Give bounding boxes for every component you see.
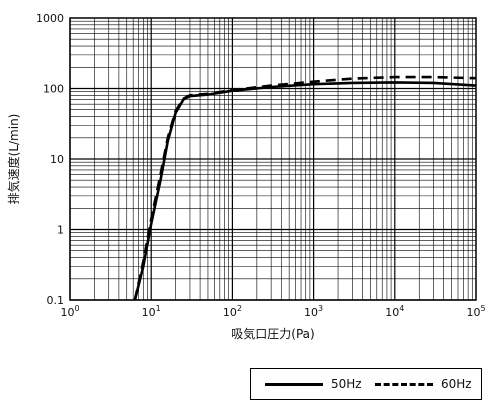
x-tick-label: 100 <box>60 304 79 319</box>
y-tick-label: 10 <box>50 153 64 166</box>
y-tick-label: 1000 <box>36 12 64 25</box>
y-tick-label: 0.1 <box>47 294 65 307</box>
x-tick-label: 103 <box>304 304 323 319</box>
legend-item-60hz: 60Hz <box>375 369 472 399</box>
legend-swatch-solid <box>265 382 323 386</box>
legend-label-60hz: 60Hz <box>441 377 472 391</box>
x-tick-label: 101 <box>142 304 161 319</box>
legend-item-50hz: 50Hz <box>265 369 362 399</box>
series-lines <box>133 75 477 301</box>
tick-labels: 0.1 1 10 100 1000 100 101 102 103 104 105 <box>36 12 486 319</box>
y-tick-label: 100 <box>43 83 64 96</box>
x-axis-title: 吸気口圧力(Pa) <box>231 326 314 341</box>
exhaust-speed-chart: 0.1 1 10 100 1000 100 101 102 103 104 105 吸気口圧力(Pa… <box>6 12 486 341</box>
x-tick-label: 104 <box>385 304 404 319</box>
grid <box>69 18 476 301</box>
legend-swatch-dashed <box>375 382 433 386</box>
y-tick-label: 1 <box>57 224 64 237</box>
y-axis-title: 排気速度(L/min) <box>6 114 21 205</box>
legend: 50Hz 60Hz <box>250 368 482 400</box>
legend-label-50hz: 50Hz <box>331 377 362 391</box>
x-tick-label: 102 <box>223 304 242 319</box>
x-tick-label: 105 <box>466 304 485 319</box>
series-line-60hz <box>133 75 477 301</box>
plot-frame <box>69 17 477 301</box>
